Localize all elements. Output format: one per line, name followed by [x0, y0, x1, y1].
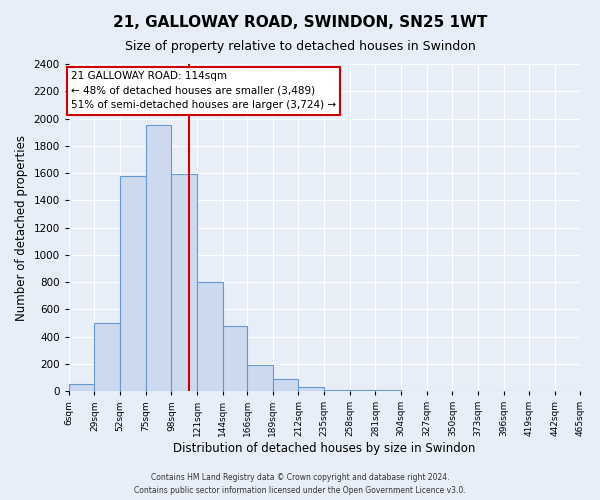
Text: 21 GALLOWAY ROAD: 114sqm
← 48% of detached houses are smaller (3,489)
51% of sem: 21 GALLOWAY ROAD: 114sqm ← 48% of detach…: [71, 71, 336, 110]
Text: Contains HM Land Registry data © Crown copyright and database right 2024.
Contai: Contains HM Land Registry data © Crown c…: [134, 474, 466, 495]
Bar: [273, 379, 298, 391]
Bar: [69, 384, 94, 391]
X-axis label: Distribution of detached houses by size in Swindon: Distribution of detached houses by size …: [173, 442, 476, 455]
Bar: [223, 326, 247, 391]
Bar: [298, 387, 324, 391]
Bar: [120, 176, 146, 391]
Bar: [247, 365, 273, 391]
Bar: [94, 323, 120, 391]
Text: 21, GALLOWAY ROAD, SWINDON, SN25 1WT: 21, GALLOWAY ROAD, SWINDON, SN25 1WT: [113, 15, 487, 30]
Y-axis label: Number of detached properties: Number of detached properties: [15, 134, 28, 320]
Bar: [350, 390, 376, 391]
Bar: [197, 282, 223, 391]
Bar: [172, 174, 197, 391]
Text: Size of property relative to detached houses in Swindon: Size of property relative to detached ho…: [125, 40, 475, 53]
Bar: [324, 390, 350, 391]
Bar: [146, 126, 172, 391]
Bar: [376, 390, 401, 391]
